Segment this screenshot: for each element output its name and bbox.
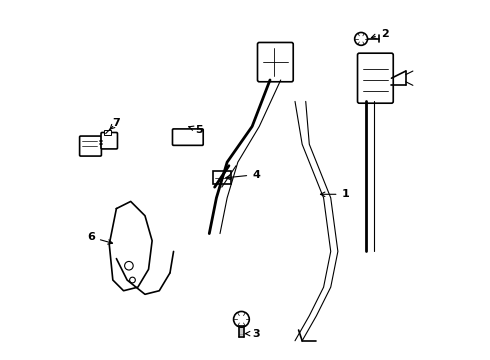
FancyBboxPatch shape [172, 129, 203, 145]
FancyBboxPatch shape [258, 42, 293, 82]
Text: 4: 4 [226, 170, 260, 180]
FancyBboxPatch shape [79, 136, 101, 156]
Text: 3: 3 [245, 329, 260, 339]
FancyBboxPatch shape [358, 53, 393, 103]
Text: 1: 1 [320, 189, 349, 199]
FancyBboxPatch shape [101, 132, 118, 149]
Text: 5: 5 [189, 125, 202, 135]
Bar [104, 130, 111, 135]
Text: 7: 7 [110, 118, 120, 130]
Text: 2: 2 [371, 28, 389, 39]
Text: 6: 6 [87, 232, 113, 244]
Bar [213, 171, 231, 184]
